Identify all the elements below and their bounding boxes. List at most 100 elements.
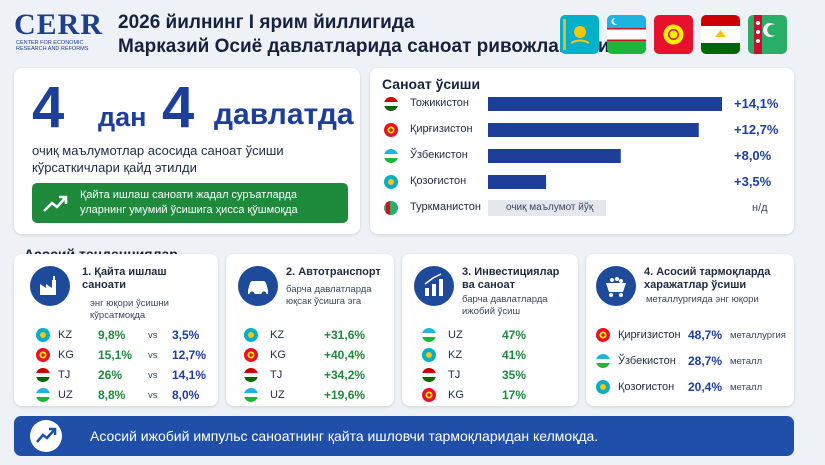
- mine-cart-icon: [596, 266, 636, 306]
- kazakhstan-flag-icon: [560, 15, 599, 54]
- trend-up-icon: [43, 195, 68, 212]
- flag-uz-icon: [422, 328, 436, 342]
- flag-tj-icon: [36, 368, 50, 382]
- processing-growth: 26%: [98, 368, 123, 382]
- card3-title: 3. Инвестициялар ва саноат: [462, 266, 560, 291]
- car-icon: [238, 266, 278, 306]
- investment-growth: 35%: [502, 368, 527, 382]
- page-title-line2: Марказий Осиё давлатларида саноат ривожл…: [118, 36, 610, 57]
- card2-title: 2. Автотранспорт: [286, 266, 381, 278]
- factory-icon: [30, 266, 70, 306]
- country-name: Қозоғистон: [618, 381, 675, 393]
- category-label: Қирғизистон: [410, 123, 473, 135]
- flag-kz-icon: [596, 380, 610, 394]
- sector-growth: 28,7%: [688, 354, 723, 368]
- no-data-bar: [488, 200, 606, 216]
- investment-growth: 17%: [502, 388, 527, 402]
- growth-bar-chart: [488, 97, 722, 216]
- card3-subtitle: барча давлатларда ижобий ўсиш: [462, 294, 548, 317]
- hero-banner-text: Қайта ишлаш саноати жадал суръатларда ул…: [80, 189, 298, 216]
- card4-subtitle: металлургияда энг юқори: [646, 294, 759, 305]
- total-growth: 12,7%: [172, 348, 207, 362]
- logo-subtitle: Center for Economic Research and Reforms: [16, 40, 89, 52]
- total-growth: 14,1%: [172, 368, 207, 382]
- sector-name: металлургия: [730, 330, 786, 341]
- auto-growth: +34,2%: [324, 368, 366, 382]
- hero-word-2: давлатда: [214, 98, 354, 131]
- country-code: UZ: [270, 389, 285, 401]
- vs-label: vs: [148, 330, 158, 341]
- flag-uz-icon: [244, 388, 258, 402]
- flag-kg-icon: [244, 348, 258, 362]
- country-code: TJ: [270, 369, 283, 381]
- card2-subtitle: барча давлатларда юқсак ўсишга эга: [286, 284, 372, 307]
- country-code: KZ: [448, 349, 463, 361]
- auto-growth: +31,6%: [324, 328, 366, 342]
- total-growth: 8,0%: [172, 388, 200, 402]
- hero-subtitle: очиқ маълумотлар асосида саноат ўсиши кў…: [32, 143, 284, 175]
- flag-kz-icon: [36, 328, 50, 342]
- page-title-line1: 2026 йилнинг I ярим йиллигида: [118, 12, 415, 33]
- hero-card: 4 дан 4 давлатда очиқ маълумотлар асосид…: [14, 68, 360, 234]
- country-code: KG: [270, 349, 286, 361]
- country-code: UZ: [58, 389, 73, 401]
- processing-growth: 15,1%: [98, 348, 133, 362]
- category-label: Тожикистон: [410, 97, 469, 109]
- total-growth: 3,5%: [172, 328, 200, 342]
- flag-uz-icon: [384, 149, 398, 163]
- flag-kg-icon: [384, 123, 398, 137]
- country-code: KG: [58, 349, 74, 361]
- country-code: TJ: [58, 369, 71, 381]
- auto-growth: +19,6%: [324, 388, 366, 402]
- value-label: +12,7%: [734, 122, 779, 137]
- turkmenistan-flag-icon: [748, 15, 787, 54]
- sector-name: металл: [730, 356, 763, 367]
- flag-tm-icon: [384, 201, 398, 215]
- sector-growth: 20,4%: [688, 380, 723, 394]
- vs-label: vs: [148, 370, 158, 381]
- chart-title: Саноат ўсиши: [382, 76, 481, 92]
- flag-uz-icon: [596, 354, 610, 368]
- investment-growth: 47%: [502, 328, 527, 342]
- value-label: +3,5%: [734, 174, 772, 189]
- sector-growth: 48,7%: [688, 328, 723, 342]
- hero-word-1: дан: [98, 102, 147, 132]
- no-data-label: очиқ маълумот йўқ: [506, 202, 594, 213]
- flag-kz-icon: [422, 348, 436, 362]
- trend-card-investment: 3. Инвестициялар ва саноат барча давлатл…: [402, 254, 578, 406]
- bar: [488, 175, 547, 189]
- country-name: Ўзбекистон: [618, 355, 676, 367]
- investment-growth: 41%: [502, 348, 527, 362]
- bar: [488, 97, 722, 111]
- flag-uz-icon: [36, 388, 50, 402]
- footer-banner: Асосий ижобий импульс саноатнинг қайта и…: [14, 416, 794, 456]
- hero-number-2: 4: [162, 75, 195, 140]
- flag-kg-icon: [422, 388, 436, 402]
- trend-card-processing: 1. Қайта ишлаш саноати энг юқори ўсишни …: [14, 254, 218, 406]
- category-label: Туркманистон: [410, 201, 481, 213]
- card1-subtitle: энг юқори ўсишни кўрсатмоқда: [90, 298, 169, 321]
- value-label: +14,1%: [734, 96, 779, 111]
- logo: CERR: [14, 8, 104, 41]
- country-code: TJ: [448, 369, 461, 381]
- category-label: Қозоғистон: [410, 175, 467, 187]
- trend-card-auto: 2. Автотранспорт барча давлатларда юқсак…: [226, 254, 394, 406]
- flag-tj-icon: [384, 97, 398, 111]
- uzbekistan-flag-icon: [607, 15, 646, 54]
- country-code: KZ: [270, 329, 285, 341]
- growth-chart-card: Саноат ўсиши Тожикистон +14,1% Қирғизистон…: [370, 68, 794, 234]
- flag-tj-icon: [244, 368, 258, 382]
- bar-chart-icon: [414, 266, 454, 306]
- category-label: Ўзбекистон: [410, 149, 468, 161]
- country-code: UZ: [448, 329, 463, 341]
- value-label: +8,0%: [734, 148, 772, 163]
- hero-banner: Қайта ишлаш саноати жадал суръатларда ул…: [32, 183, 348, 223]
- card4-title: 4. Асосий тармоқларда харажатлар ўсиши: [644, 266, 771, 291]
- flag-kg-icon: [36, 348, 50, 362]
- country-name: Қирғизистон: [618, 329, 681, 341]
- sector-name: металл: [730, 382, 763, 393]
- footer-text: Асосий ижобий импульс саноатнинг қайта и…: [90, 428, 599, 444]
- flag-tj-icon: [422, 368, 436, 382]
- vs-label: vs: [148, 390, 158, 401]
- trend-up-icon: [30, 420, 62, 452]
